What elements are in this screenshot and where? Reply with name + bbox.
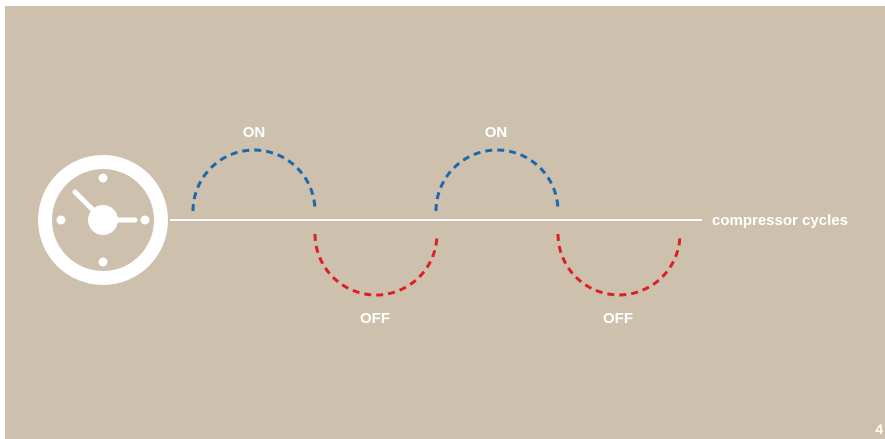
clock-marker-6 bbox=[98, 257, 108, 267]
on-cycle-arc bbox=[434, 148, 560, 212]
cycle-label-off: OFF bbox=[360, 310, 390, 327]
on-cycle-arc bbox=[191, 148, 317, 212]
page-number: 4 bbox=[875, 421, 883, 437]
axis-label: compressor cycles bbox=[712, 212, 848, 229]
compressor-cycle-diagram: ON OFF ON OFF compressor cycles bbox=[38, 124, 848, 327]
slide: ON OFF ON OFF compressor cycles 4 bbox=[5, 6, 885, 439]
cycle-label-off: OFF bbox=[603, 310, 633, 327]
clock-marker-12 bbox=[98, 173, 108, 183]
clock-marker-9 bbox=[56, 215, 66, 225]
off-cycle-arc bbox=[313, 233, 439, 297]
clock-hub bbox=[88, 205, 118, 235]
cycle-label-on: ON bbox=[243, 124, 266, 141]
off-cycle-arc bbox=[556, 233, 682, 297]
clock-marker-3 bbox=[140, 215, 150, 225]
clock-icon bbox=[38, 155, 168, 285]
cycle-label-on: ON bbox=[485, 124, 508, 141]
